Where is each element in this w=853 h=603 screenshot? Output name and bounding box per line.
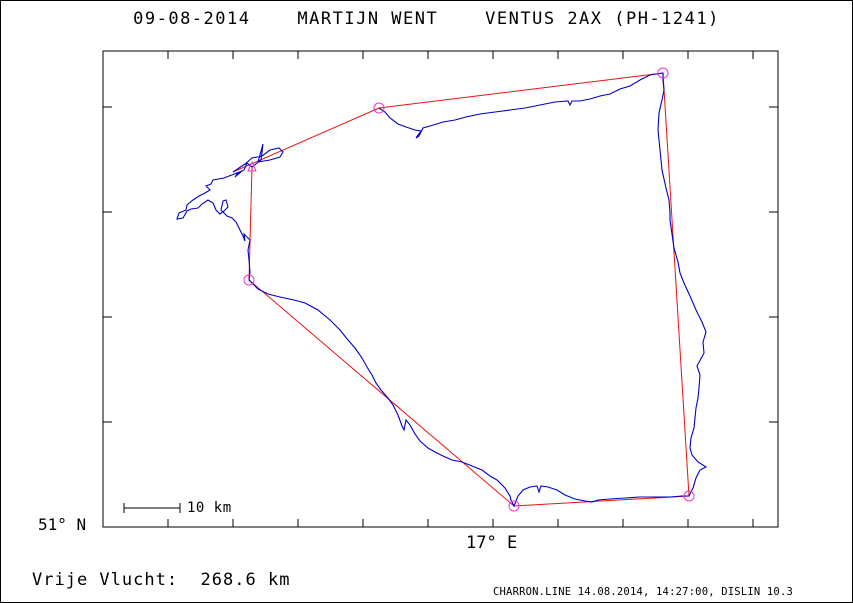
latitude-label: 51° N bbox=[38, 515, 87, 534]
distance-value: 268.6 km bbox=[200, 570, 291, 590]
turnpoint-marker bbox=[373, 102, 385, 114]
axis-ticks bbox=[102, 51, 778, 528]
longitude-label: 17° E bbox=[466, 533, 518, 553]
turnpoint-marker bbox=[657, 67, 669, 79]
distance-readout: Vrije Vlucht: 268.6 km bbox=[32, 570, 290, 590]
flight-track bbox=[176, 72, 708, 508]
start-marker bbox=[247, 160, 257, 172]
turnpoint-marker bbox=[683, 490, 695, 502]
task-line bbox=[232, 72, 690, 507]
scale-bar bbox=[123, 503, 181, 513]
turnpoint-marker bbox=[243, 274, 255, 286]
scale-bar-label: 10 km bbox=[187, 500, 232, 516]
turnpoint-marker bbox=[508, 500, 520, 512]
distance-label: Vrije Vlucht: bbox=[32, 570, 179, 590]
footer-info: CHARRON.LINE 14.08.2014, 14:27:00, DISLI… bbox=[493, 586, 793, 598]
map-axes-box bbox=[102, 50, 779, 528]
chart-title: 09-08-2014 MARTIJN WENT VENTUS 2AX (PH-1… bbox=[133, 9, 720, 29]
